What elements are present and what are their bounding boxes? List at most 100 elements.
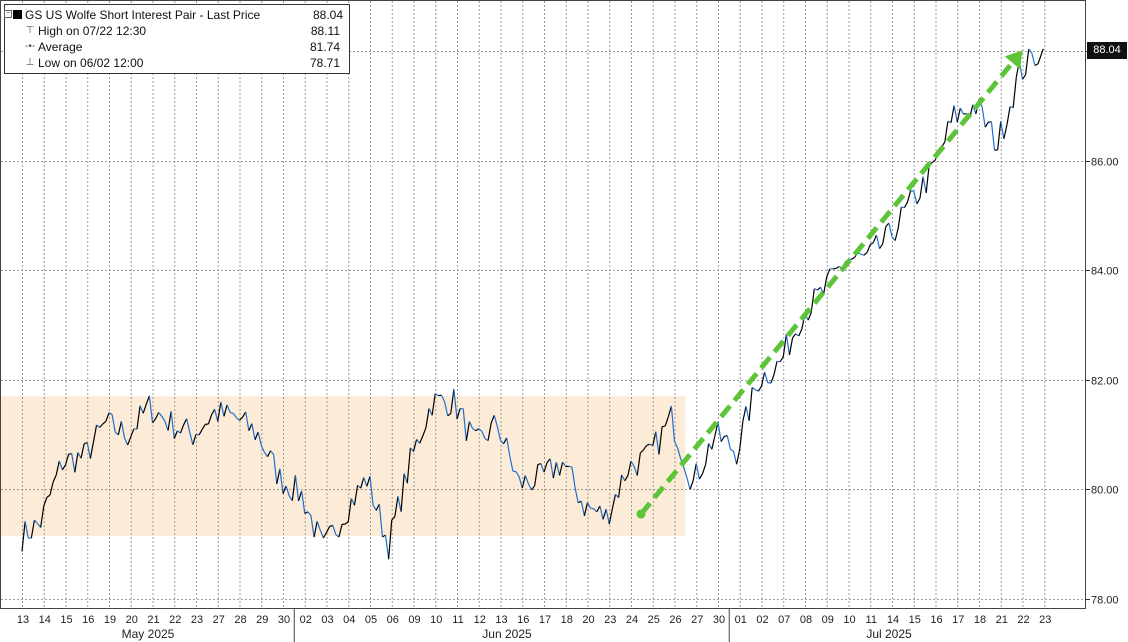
price-segment [195, 433, 200, 436]
price-segment [785, 334, 791, 356]
x-tick-label: 15 [909, 614, 921, 626]
price-segment [879, 243, 884, 249]
x-tick-label: 07 [778, 614, 790, 626]
price-segment [475, 428, 480, 432]
price-segment [661, 425, 666, 428]
price-segment [689, 480, 694, 490]
grid-layer [1, 1, 1085, 608]
legend-high-row: ⊤ High on 07/22 12:30 88.11 [5, 23, 349, 39]
price-segment [350, 498, 356, 506]
y-tick-label: 82.00 [1091, 376, 1119, 388]
price-segment [537, 462, 542, 466]
price-segment [24, 521, 29, 539]
price-segment [1025, 49, 1030, 75]
price-segment [164, 421, 169, 431]
price-segment [105, 412, 110, 422]
price-segment [223, 404, 228, 417]
x-tick-label: 29 [256, 614, 268, 626]
price-segment [406, 447, 411, 484]
price-segment [335, 534, 340, 538]
trend-arrow-head [1004, 50, 1023, 70]
price-segment [468, 421, 474, 429]
price-segment [211, 408, 216, 416]
price-segment [583, 502, 589, 517]
price-segment [726, 435, 732, 450]
price-segment [77, 452, 82, 459]
collapse-toggle-icon[interactable]: − [4, 10, 12, 18]
price-segment [301, 490, 306, 514]
x-tick-label: 19 [104, 614, 116, 626]
price-segment [540, 463, 545, 473]
price-segment [40, 505, 45, 528]
price-segment [173, 430, 178, 439]
x-tick-label: 11 [452, 614, 463, 626]
price-segment [521, 475, 526, 489]
range-band [1, 396, 686, 536]
price-segment [431, 393, 436, 416]
price-segment [388, 519, 393, 560]
price-segment [434, 393, 439, 397]
price-segment [297, 490, 303, 502]
price-segment [450, 389, 455, 414]
x-month-label: Jun 2025 [482, 627, 532, 641]
price-segment [984, 121, 989, 128]
price-segment [658, 426, 663, 455]
price-segment [891, 236, 896, 241]
price-segment [835, 265, 840, 269]
price-segment [755, 389, 759, 392]
price-segment [313, 521, 318, 538]
price-segment [245, 411, 250, 431]
price-segment [55, 460, 60, 476]
price-segment [192, 434, 197, 445]
price-segment [344, 521, 349, 525]
price-segment [652, 431, 657, 446]
price-segment [472, 427, 477, 432]
price-segment [882, 226, 887, 245]
x-tick-label: 23 [1039, 614, 1051, 626]
price-segment [170, 411, 175, 439]
price-segment [906, 190, 912, 203]
x-tick-label: 01 [735, 614, 747, 626]
price-segment [655, 431, 660, 455]
price-segment [248, 423, 253, 431]
price-segment [403, 473, 408, 484]
price-segment [602, 509, 607, 520]
price-segment [916, 197, 921, 205]
price-segment [646, 443, 650, 447]
price-segment [425, 408, 430, 428]
price-segment [736, 448, 741, 465]
price-segment [158, 412, 163, 417]
price-segment [462, 408, 467, 441]
price-segment [307, 511, 312, 516]
price-segment [894, 227, 899, 241]
price-segment [61, 464, 67, 471]
price-segment [64, 454, 70, 466]
price-segment [251, 423, 256, 440]
price-segment [92, 424, 98, 443]
x-tick-label: 27 [213, 614, 225, 626]
price-segment [698, 473, 703, 480]
price-segment [611, 494, 617, 509]
price-segment [605, 509, 610, 525]
price-segment [111, 414, 116, 433]
price-segment [773, 361, 778, 376]
price-segment [673, 441, 679, 449]
x-tick-label: 08 [800, 614, 812, 626]
price-segment [428, 408, 433, 416]
price-segment [953, 105, 958, 123]
x-tick-label: 09 [822, 614, 834, 626]
price-segment [207, 414, 213, 425]
price-segment [148, 395, 154, 423]
price-segment [863, 251, 868, 256]
price-segment [369, 476, 374, 506]
x-tick-label: 13 [17, 614, 29, 626]
price-segment [642, 445, 648, 451]
y-tick-label: 84.00 [1091, 266, 1119, 278]
x-tick-label: 30 [278, 614, 290, 626]
price-segment [552, 462, 558, 479]
price-segment [515, 471, 520, 478]
price-segment [285, 485, 290, 497]
price-segment [925, 163, 930, 193]
average-marker-icon: -•- [25, 41, 36, 52]
price-segment [1031, 52, 1036, 66]
